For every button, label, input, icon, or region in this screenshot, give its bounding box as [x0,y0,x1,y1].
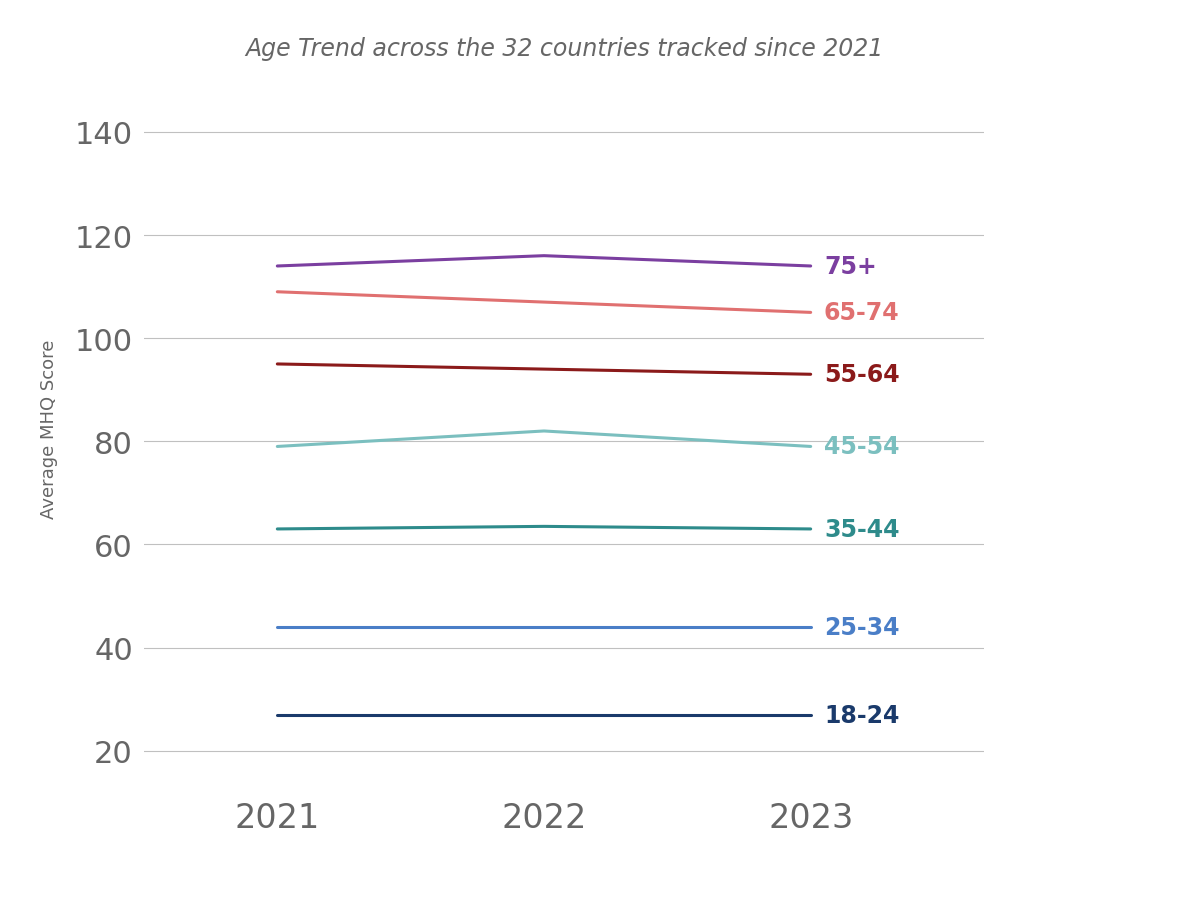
Text: 55-64: 55-64 [824,363,900,386]
Title: Age Trend across the 32 countries tracked since 2021: Age Trend across the 32 countries tracke… [245,37,883,61]
Text: 65-74: 65-74 [824,301,900,325]
Text: 75+: 75+ [824,255,877,279]
Y-axis label: Average MHQ Score: Average MHQ Score [40,340,58,518]
Text: 18-24: 18-24 [824,703,899,727]
Text: 35-44: 35-44 [824,517,900,541]
Text: 25-34: 25-34 [824,615,900,639]
Text: 45-54: 45-54 [824,435,900,459]
